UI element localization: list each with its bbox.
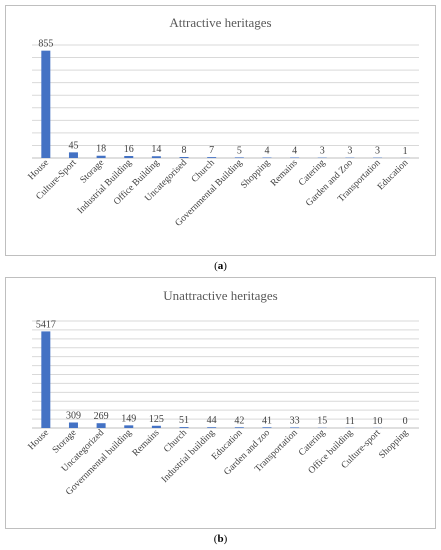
attractive-heritages-chart: Attractive heritages855House45Culture-Sp… xyxy=(27,15,419,229)
data-label: 309 xyxy=(66,410,81,421)
bar xyxy=(96,155,106,158)
category-label: House xyxy=(27,428,51,452)
category-label: Education xyxy=(376,158,410,192)
chart-panel-b: Unattractive heritages 5417 House 309 Storag… xyxy=(5,277,436,529)
data-label: 125 xyxy=(149,414,164,425)
bar xyxy=(68,152,78,158)
category-label: Church xyxy=(162,428,189,455)
bar xyxy=(179,427,189,428)
bar xyxy=(151,425,161,428)
data-label: 11 xyxy=(345,416,355,427)
category-label: Church xyxy=(190,158,217,185)
caption-b-open: ( xyxy=(213,533,218,545)
category-label: Remains xyxy=(269,158,300,189)
caption-b: (b) xyxy=(0,533,441,545)
data-label: 7 xyxy=(209,145,214,156)
data-label: 41 xyxy=(262,415,272,426)
category-label: Remains xyxy=(131,428,162,459)
data-label: 5417 xyxy=(36,319,56,330)
chart-title: Unattractive heritages xyxy=(163,288,277,303)
caption-b-close: ) xyxy=(223,533,228,545)
data-label: 14 xyxy=(151,144,161,155)
bar xyxy=(234,157,244,158)
data-label: 3 xyxy=(320,146,325,157)
data-label: 44 xyxy=(207,415,217,426)
data-label: 3 xyxy=(375,146,380,157)
bar xyxy=(41,331,51,428)
caption-b-letter: b xyxy=(217,533,224,545)
data-label: 45 xyxy=(68,140,78,151)
data-label: 855 xyxy=(38,39,53,50)
bar xyxy=(151,156,161,158)
data-label: 15 xyxy=(317,416,327,427)
bar xyxy=(207,157,217,158)
data-label: 10 xyxy=(373,416,383,427)
bar xyxy=(96,423,106,428)
category-label: House xyxy=(27,158,51,182)
data-label: 5 xyxy=(237,145,242,156)
data-label: 0 xyxy=(403,416,408,427)
bar xyxy=(290,157,300,158)
bar xyxy=(262,157,272,158)
data-label: 4 xyxy=(292,145,297,156)
chart-panel-a: Attractive heritages 855 House 45 Culture-Sp… xyxy=(5,5,436,256)
data-label: 42 xyxy=(234,415,244,426)
caption-a: (a) xyxy=(0,260,441,272)
data-label: 4 xyxy=(264,145,269,156)
bar xyxy=(207,427,217,428)
data-label: 269 xyxy=(94,411,109,422)
data-label: 18 xyxy=(96,144,106,155)
data-label: 33 xyxy=(290,415,300,426)
unattractive-heritages-chart: Unattractive heritages5417House309Storag… xyxy=(27,288,419,498)
data-label: 51 xyxy=(179,415,189,426)
bar xyxy=(41,50,51,158)
category-label: Shopping xyxy=(377,428,410,461)
chart-title: Attractive heritages xyxy=(169,15,271,30)
category-label: Industrial building xyxy=(160,428,217,485)
bar xyxy=(290,427,300,428)
data-label: 149 xyxy=(121,413,136,424)
category-label: Shopping xyxy=(239,158,272,191)
caption-a-open: ( xyxy=(214,260,218,272)
data-label: 1 xyxy=(403,146,408,157)
data-label: 16 xyxy=(124,144,134,155)
caption-a-letter: a xyxy=(217,260,224,272)
data-label: 8 xyxy=(182,145,187,156)
bar xyxy=(68,422,78,428)
data-label: 3 xyxy=(347,146,352,157)
bar xyxy=(179,156,189,158)
caption-a-close: ) xyxy=(223,260,227,272)
bar xyxy=(234,427,244,428)
bar xyxy=(124,425,134,428)
bar xyxy=(124,155,134,158)
bar xyxy=(262,427,272,428)
